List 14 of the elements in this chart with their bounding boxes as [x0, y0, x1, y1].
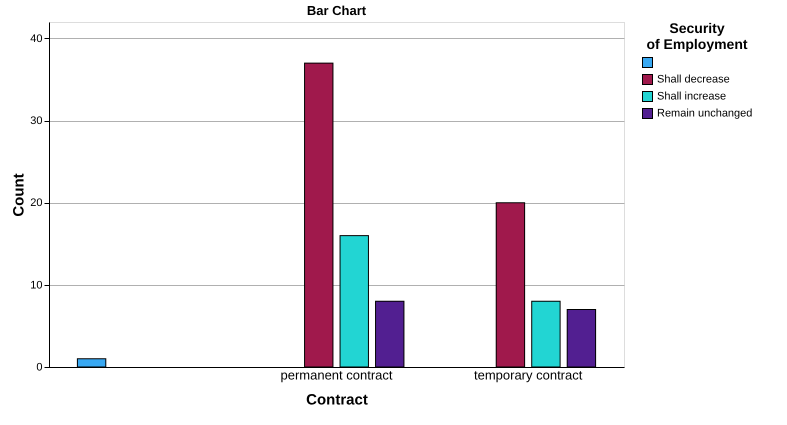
y-axis-title: Count — [10, 173, 28, 217]
legend-label: Shall decrease — [657, 74, 730, 86]
y-tick-label: 0 — [36, 362, 42, 374]
legend-label: Shall increase — [657, 90, 726, 102]
y-tick-label: 30 — [30, 115, 42, 128]
x-tick-label: temporary contract — [474, 368, 583, 382]
y-tick-label: 40 — [30, 32, 42, 45]
y-tick-label: 20 — [30, 197, 42, 210]
x-axis-title: Contract — [306, 392, 368, 408]
x-tick-label: permanent contract — [280, 368, 393, 382]
y-tick-label: 10 — [30, 279, 42, 292]
chart-title: Bar Chart — [306, 3, 367, 18]
legend-label: Remain unchanged — [657, 108, 752, 120]
legend-title: Security of Employment — [646, 20, 748, 52]
